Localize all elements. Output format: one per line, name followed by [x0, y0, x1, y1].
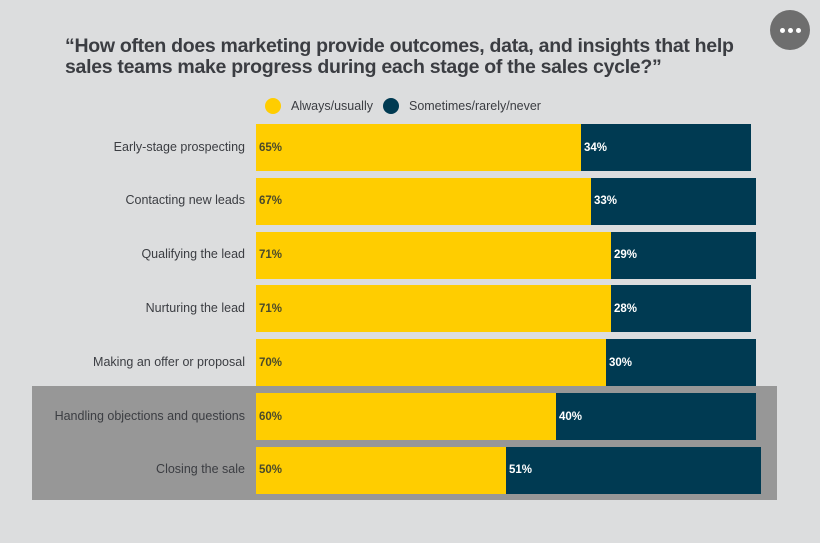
- legend-label-always: Always/usually: [291, 99, 373, 113]
- bar-always-usually: 60%: [256, 393, 556, 440]
- data-label: 71%: [259, 302, 283, 315]
- legend-item-always: Always/usually: [265, 98, 373, 114]
- bar-sometimes-rarely-never: 51%: [506, 446, 761, 494]
- bar-always-usually: 71%: [256, 231, 611, 279]
- bar-always-usually: 67%: [256, 177, 591, 225]
- bar-always-usually: 65%: [256, 124, 581, 171]
- category-label: Making an offer or proposal: [93, 354, 245, 369]
- bar-sometimes-rarely-never: 33%: [591, 177, 756, 225]
- category-label: Closing the sale: [156, 462, 245, 477]
- data-label: 30%: [609, 356, 633, 369]
- data-label: 34%: [584, 141, 608, 154]
- data-label: 60%: [259, 410, 283, 423]
- category-label: Handling objections and questions: [54, 408, 245, 423]
- category-label: Contacting new leads: [125, 193, 245, 208]
- legend-swatch-sometimes: [382, 98, 399, 114]
- bar-sometimes-rarely-never: 40%: [556, 393, 756, 440]
- more-options-button[interactable]: [770, 10, 810, 50]
- legend-item-sometimes: Sometimes/rarely/never: [382, 98, 541, 114]
- bar-sometimes-rarely-never: 29%: [611, 231, 756, 279]
- data-label: 33%: [594, 195, 618, 208]
- category-label: Early-stage prospecting: [113, 139, 245, 154]
- chart-legend: Always/usually Sometimes/rarely/never: [265, 98, 551, 114]
- chart-title: “How often does marketing provide outcom…: [65, 35, 734, 78]
- bar-sometimes-rarely-never: 30%: [606, 339, 756, 387]
- more-horizontal-icon-dot: [795, 27, 801, 33]
- legend-label-sometimes: Sometimes/rarely/never: [408, 99, 541, 113]
- more-horizontal-icon: [779, 27, 785, 33]
- data-label: 51%: [509, 464, 533, 477]
- data-label: 70%: [259, 356, 283, 369]
- bar-sometimes-rarely-never: 28%: [611, 285, 751, 333]
- bar-sometimes-rarely-never: 34%: [581, 124, 751, 171]
- data-label: 29%: [614, 249, 638, 262]
- data-label: 65%: [259, 141, 283, 154]
- bar-always-usually: 71%: [256, 285, 611, 333]
- more-horizontal-icon-dot: [787, 27, 793, 33]
- data-label: 40%: [559, 410, 583, 423]
- category-label: Qualifying the lead: [141, 247, 245, 262]
- data-label: 50%: [259, 464, 283, 477]
- data-label: 28%: [614, 302, 638, 315]
- category-label: Nurturing the lead: [145, 300, 245, 315]
- bar-always-usually: 70%: [256, 339, 606, 387]
- legend-swatch-always: [265, 98, 281, 114]
- data-label: 71%: [259, 249, 283, 262]
- bar-always-usually: 50%: [256, 446, 506, 494]
- data-label: 67%: [259, 195, 283, 208]
